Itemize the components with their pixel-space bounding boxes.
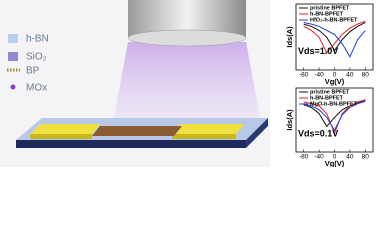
legend-label: pristine BPFET — [310, 89, 350, 95]
beam — [112, 42, 262, 128]
legend-swatch — [8, 34, 18, 43]
series-line — [303, 20, 366, 54]
legend-label: h-BN-BPFET — [310, 11, 344, 17]
electrode — [172, 134, 236, 139]
series-line — [303, 99, 366, 135]
x-axis-label: Vg(V) — [325, 77, 345, 86]
legend-label: h-BN — [26, 34, 49, 45]
electrode — [30, 134, 92, 139]
annotation: Vds=0.1V — [298, 128, 338, 138]
substrate-front — [16, 140, 246, 148]
figure: h-BN SiO₂ BP MOx -80 -40 0 40 80 Vg(V) Ids(A) p… — [0, 0, 374, 168]
x-tick-label: 80 — [362, 72, 370, 79]
legend-label: HfO₂-h-BN-BPFET — [310, 17, 358, 23]
legend-label: h-BN-BPFET — [310, 95, 344, 101]
x-tick-label: -40 — [314, 154, 324, 161]
substrate-side — [246, 118, 268, 148]
x-tick-label: 40 — [346, 72, 354, 79]
x-tick-label: -80 — [299, 154, 309, 161]
x-tick-label: 0 — [333, 154, 337, 161]
legend-swatch — [10, 84, 16, 90]
series-line — [303, 100, 366, 132]
annotation: Vds=1.0V — [298, 46, 338, 56]
legend-label: BP — [26, 66, 40, 77]
x-tick-label: 0 — [333, 72, 337, 79]
series-line — [303, 22, 366, 52]
legend-label: MOx — [26, 83, 47, 94]
electrode — [172, 124, 244, 134]
x-axis-label: Vg(V) — [325, 159, 345, 167]
y-axis-label: Ids(A) — [285, 109, 294, 131]
legend-swatch — [8, 52, 18, 61]
x-tick-label: -80 — [299, 72, 309, 79]
series-line — [303, 21, 366, 58]
x-tick-label: 40 — [346, 154, 354, 161]
legend-label: SiO₂ — [26, 52, 47, 63]
legend-label: MgO-h-BN-BPFET — [310, 101, 358, 107]
plot-frame — [295, 87, 374, 153]
bp-channel — [92, 126, 182, 136]
x-tick-label: 80 — [362, 154, 370, 161]
schematic: h-BN SiO₂ BP MOx — [0, 0, 270, 167]
electrode — [30, 124, 100, 134]
legend-label: pristine BPFET — [310, 5, 350, 11]
x-tick-label: -40 — [314, 72, 324, 79]
lens-bottom — [127, 29, 247, 47]
y-axis-label: Ids(A) — [285, 26, 294, 48]
